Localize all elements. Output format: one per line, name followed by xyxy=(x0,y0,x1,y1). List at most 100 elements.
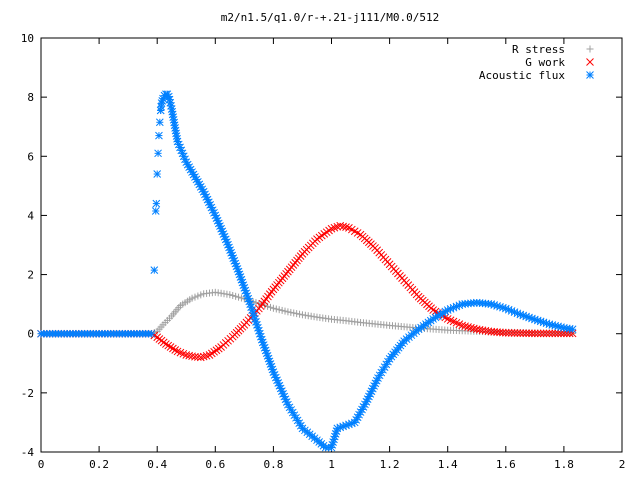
marker-stroke xyxy=(336,221,345,230)
marker-stroke xyxy=(252,318,260,326)
marker-stroke xyxy=(288,408,297,417)
marker-stroke xyxy=(285,403,294,412)
y-tick-label: 6 xyxy=(27,150,34,163)
marker-stroke xyxy=(194,178,202,186)
data-point xyxy=(293,310,301,318)
marker-stroke xyxy=(339,222,347,231)
marker-stroke xyxy=(519,329,528,338)
marker-stroke xyxy=(191,173,199,181)
marker-stroke xyxy=(151,207,160,215)
legend-marker xyxy=(586,71,594,79)
marker-stroke xyxy=(330,223,339,232)
marker-stroke xyxy=(490,301,499,309)
data-point xyxy=(210,208,218,217)
marker-stroke xyxy=(586,71,594,79)
marker-stroke xyxy=(545,320,554,329)
marker-stroke xyxy=(568,325,577,334)
data-point xyxy=(330,223,339,232)
marker-stroke xyxy=(181,155,189,164)
marker-stroke xyxy=(469,324,478,333)
data-point xyxy=(237,294,245,302)
data-point xyxy=(151,207,160,215)
data-point xyxy=(336,221,345,230)
x-tick-label: 0.6 xyxy=(205,458,225,471)
marker-stroke xyxy=(255,326,263,335)
marker-stroke xyxy=(165,95,174,104)
marker-stroke xyxy=(431,307,440,316)
marker-stroke xyxy=(519,311,528,320)
marker-stroke xyxy=(162,340,170,348)
marker-stroke xyxy=(152,199,161,208)
data-point xyxy=(568,325,577,334)
marker-stroke xyxy=(493,302,501,310)
marker-stroke xyxy=(327,224,336,233)
marker-stroke xyxy=(178,149,187,158)
x-tick-label: 1.6 xyxy=(496,458,516,471)
data-point xyxy=(519,329,528,338)
marker-stroke xyxy=(251,315,259,323)
data-point xyxy=(214,344,223,353)
series-acoustic-flux xyxy=(37,90,577,452)
data-point xyxy=(210,347,218,356)
marker-stroke xyxy=(194,353,202,361)
marker-stroke xyxy=(207,203,216,212)
marker-stroke xyxy=(174,140,183,149)
data-point xyxy=(150,266,159,274)
marker-stroke xyxy=(507,307,516,315)
y-tick-label: -2 xyxy=(21,387,34,400)
marker-stroke xyxy=(296,421,305,430)
marker-stroke xyxy=(496,302,504,311)
marker-stroke xyxy=(279,389,287,398)
marker-stroke xyxy=(522,329,530,338)
marker-stroke xyxy=(516,329,525,337)
data-point xyxy=(164,341,173,350)
x-tick-label: 1.8 xyxy=(554,458,574,471)
marker-stroke xyxy=(353,229,362,237)
x-tick-label: 0 xyxy=(38,458,45,471)
marker-stroke xyxy=(155,118,164,127)
marker-stroke xyxy=(504,329,513,337)
data-point xyxy=(287,308,295,316)
data-point xyxy=(212,346,221,355)
x-tick-label: 0.8 xyxy=(263,458,283,471)
marker-stroke xyxy=(528,314,536,323)
marker-stroke xyxy=(276,384,285,393)
marker-stroke xyxy=(212,346,221,355)
data-point xyxy=(513,329,522,337)
data-point xyxy=(327,224,336,233)
marker-stroke xyxy=(449,317,458,326)
data-point xyxy=(275,306,283,314)
data-point xyxy=(278,306,286,314)
marker-stroke xyxy=(164,341,173,350)
marker-stroke xyxy=(513,309,522,318)
marker-stroke xyxy=(551,321,560,330)
x-tick-label: 1.4 xyxy=(438,458,458,471)
marker-stroke xyxy=(533,329,542,338)
y-tick-label: 2 xyxy=(27,269,34,282)
x-tick-label: 0.2 xyxy=(89,458,109,471)
marker-stroke xyxy=(167,102,175,110)
marker-stroke xyxy=(188,168,196,176)
marker-stroke xyxy=(201,190,209,199)
data-point xyxy=(266,303,274,311)
data-point xyxy=(522,329,530,338)
marker-stroke xyxy=(192,175,201,184)
x-tick-label: 1 xyxy=(328,458,335,471)
data-point xyxy=(205,351,214,359)
marker-stroke xyxy=(196,182,205,191)
marker-stroke xyxy=(536,329,545,338)
marker-stroke xyxy=(347,225,356,234)
marker-stroke xyxy=(179,152,188,161)
marker-stroke xyxy=(256,332,265,341)
marker-stroke xyxy=(176,143,184,152)
marker-stroke xyxy=(271,373,280,382)
marker-stroke xyxy=(210,208,218,217)
y-tick-label: 4 xyxy=(27,209,34,222)
chart-title: m2/n1.5/q1.0/r-+.21-j111/M0.0/512 xyxy=(221,11,440,24)
marker-stroke xyxy=(153,170,162,178)
marker-stroke xyxy=(196,353,205,362)
data-point xyxy=(536,329,545,338)
data-point xyxy=(232,292,240,300)
marker-stroke xyxy=(487,300,496,308)
